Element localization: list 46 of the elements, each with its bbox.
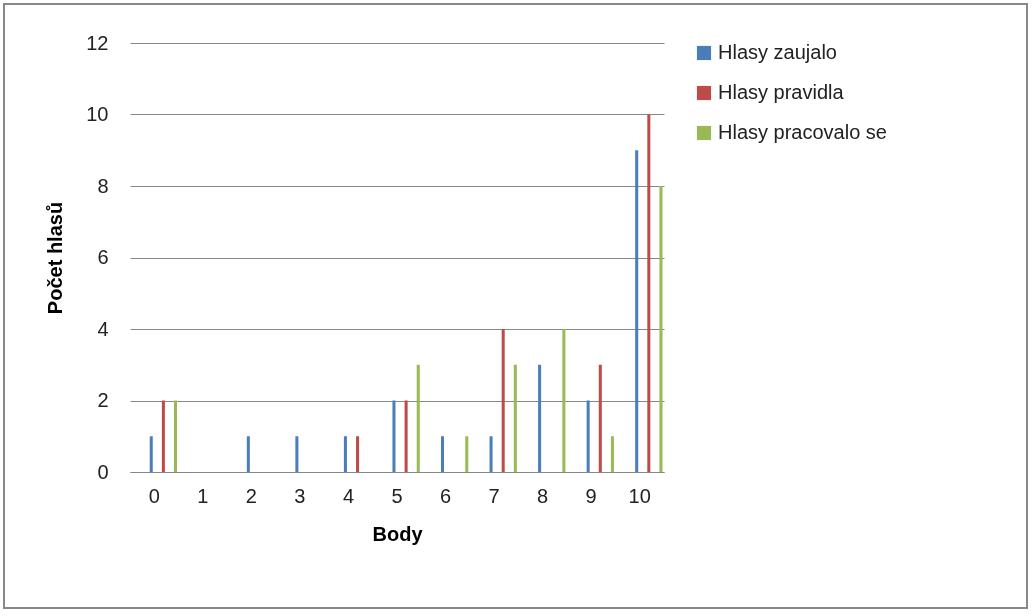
bar — [404, 400, 408, 472]
bar — [440, 436, 445, 472]
bar — [392, 400, 396, 472]
x-tick-label: 10 — [628, 484, 651, 507]
bar — [465, 436, 469, 472]
bar — [610, 436, 614, 472]
y-tick-label: 4 — [97, 317, 109, 340]
y-tick-label: 6 — [97, 246, 109, 268]
x-tick-label: 8 — [537, 484, 549, 507]
x-tick-label: 6 — [439, 484, 452, 507]
y-tick-label: 2 — [97, 389, 109, 411]
bar — [489, 436, 493, 472]
bar — [562, 329, 566, 472]
bar — [501, 329, 505, 472]
legend-label: Hlasy pracovalo se — [718, 121, 887, 143]
legend-label: Hlasy pravidla — [718, 81, 845, 103]
x-tick-label: 7 — [488, 484, 500, 507]
y-tick-label: 10 — [86, 103, 109, 125]
y-tick-label: 8 — [97, 174, 109, 197]
legend-label: Hlasy zaujalo — [718, 41, 837, 63]
x-tick-label: 3 — [294, 484, 306, 507]
bar — [149, 436, 153, 472]
bar — [538, 364, 542, 472]
x-tick-label: 0 — [148, 484, 160, 507]
x-tick-label: 9 — [585, 484, 597, 507]
bar — [659, 186, 663, 472]
x-tick-label: 4 — [342, 484, 355, 507]
bar — [356, 436, 360, 472]
bar — [161, 400, 165, 472]
y-axis-title: Počet hlasů — [44, 201, 67, 315]
x-tick-label: 1 — [197, 484, 209, 507]
bar — [343, 436, 347, 472]
y-tick-label: 0 — [97, 460, 109, 483]
bar — [647, 114, 651, 472]
bar — [173, 400, 178, 472]
y-tick-label: 12 — [86, 31, 109, 54]
bar — [586, 400, 590, 472]
bar — [246, 436, 250, 472]
x-axis-title: Body — [372, 522, 424, 545]
bar — [513, 364, 517, 472]
bar — [295, 436, 299, 472]
x-tick-label: 2 — [245, 484, 257, 507]
x-tick-label: 5 — [391, 484, 403, 507]
bar — [416, 364, 420, 472]
bar — [598, 364, 602, 472]
bar — [635, 150, 639, 472]
